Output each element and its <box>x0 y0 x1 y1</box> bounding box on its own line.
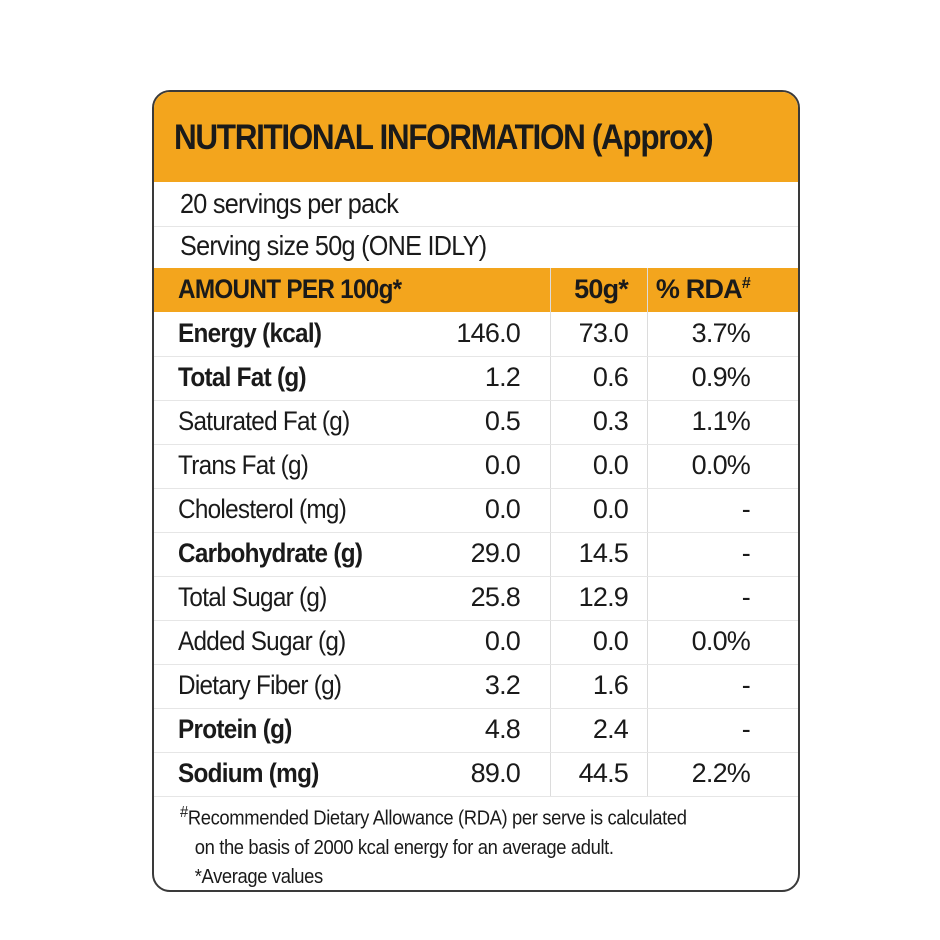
value-per-50g: 0.0 <box>592 450 629 480</box>
serving-size: Serving size 50g (ONE IDLY) <box>180 230 487 261</box>
value-rda: - <box>741 538 751 568</box>
header-rda: % RDA# <box>655 274 751 305</box>
nutrient-name: Total Sugar (g) <box>178 582 327 612</box>
table-header: AMOUNT PER 100g* 50g* % RDA# <box>154 268 798 312</box>
nutrient-name: Saturated Fat (g) <box>178 406 350 436</box>
footnote-line-3: *Average values <box>194 865 324 888</box>
footnote-line-2: on the basis of 2000 kcal energy for an … <box>194 836 614 859</box>
value-per-50g: 2.4 <box>592 714 629 744</box>
value-rda: 0.9% <box>691 362 751 392</box>
value-per-50g: 44.5 <box>578 758 629 788</box>
nutrient-name: Protein (g) <box>178 714 292 744</box>
value-per-50g: 73.0 <box>578 318 629 348</box>
value-per-50g: 14.5 <box>578 538 629 568</box>
nutrient-name: Energy (kcal) <box>178 318 322 348</box>
servings-row: 20 servings per pack <box>154 182 798 227</box>
value-per-100g: 29.0 <box>470 538 521 568</box>
table-row: Saturated Fat (g) 0.5 0.3 1.1% <box>154 400 798 445</box>
value-per-50g: 0.0 <box>592 626 629 656</box>
table-row: Energy (kcal) 146.0 73.0 3.7% <box>154 312 798 357</box>
header-amount: AMOUNT PER 100g* <box>178 274 402 304</box>
value-per-100g: 89.0 <box>470 758 521 788</box>
value-rda: - <box>741 714 751 744</box>
header-50g: 50g* <box>574 274 629 304</box>
table-row: Total Sugar (g) 25.8 12.9 - <box>154 576 798 621</box>
value-per-50g: 12.9 <box>578 582 629 612</box>
value-per-50g: 0.3 <box>592 406 629 436</box>
nutrient-name: Added Sugar (g) <box>178 626 346 656</box>
nutrient-name: Dietary Fiber (g) <box>178 670 342 700</box>
value-per-100g: 25.8 <box>470 582 521 612</box>
nutrition-label: NUTRITIONAL INFORMATION (Approx) 20 serv… <box>152 90 800 892</box>
footnote-mark: # <box>180 804 188 821</box>
nutrient-name: Trans Fat (g) <box>178 450 309 480</box>
nutrient-name: Carbohydrate (g) <box>178 538 363 568</box>
value-per-50g: 0.6 <box>592 362 629 392</box>
serving-size-row: Serving size 50g (ONE IDLY) <box>154 224 798 269</box>
table-row: Total Fat (g) 1.2 0.6 0.9% <box>154 356 798 401</box>
value-per-100g: 0.0 <box>484 494 521 524</box>
title-band: NUTRITIONAL INFORMATION (Approx) <box>154 92 798 182</box>
value-rda: 2.2% <box>691 758 751 788</box>
header-rda-mark: # <box>741 275 751 292</box>
value-rda: 0.0% <box>691 626 751 656</box>
table-row: Carbohydrate (g) 29.0 14.5 - <box>154 532 798 577</box>
value-per-100g: 3.2 <box>484 670 521 700</box>
label-title: NUTRITIONAL INFORMATION (Approx) <box>174 118 714 157</box>
value-per-50g: 1.6 <box>592 670 629 700</box>
table-row: Cholesterol (mg) 0.0 0.0 - <box>154 488 798 533</box>
value-per-100g: 146.0 <box>456 318 520 348</box>
value-per-50g: 0.0 <box>592 494 629 524</box>
footnote-line-1: Recommended Dietary Allowance (RDA) per … <box>187 807 687 830</box>
value-rda: - <box>741 670 751 700</box>
value-per-100g: 0.5 <box>484 406 521 436</box>
header-rda-label: % RDA <box>655 274 743 304</box>
value-rda: - <box>741 582 751 612</box>
nutrient-name: Cholesterol (mg) <box>178 494 347 524</box>
footnote: #Recommended Dietary Allowance (RDA) per… <box>180 798 790 890</box>
table-row: Sodium (mg) 89.0 44.5 2.2% <box>154 752 798 797</box>
value-per-100g: 4.8 <box>484 714 521 744</box>
value-rda: 1.1% <box>691 406 751 436</box>
value-rda: 0.0% <box>691 450 751 480</box>
table-row: Added Sugar (g) 0.0 0.0 0.0% <box>154 620 798 665</box>
value-rda: - <box>741 494 751 524</box>
table-row: Trans Fat (g) 0.0 0.0 0.0% <box>154 444 798 489</box>
nutrient-name: Sodium (mg) <box>178 758 319 788</box>
value-rda: 3.7% <box>691 318 751 348</box>
value-per-100g: 0.0 <box>484 626 521 656</box>
table-row: Protein (g) 4.8 2.4 - <box>154 708 798 753</box>
nutrient-name: Total Fat (g) <box>178 362 307 392</box>
servings-per-pack: 20 servings per pack <box>180 188 399 219</box>
value-per-100g: 1.2 <box>484 362 521 392</box>
table-row: Dietary Fiber (g) 3.2 1.6 - <box>154 664 798 709</box>
value-per-100g: 0.0 <box>484 450 521 480</box>
